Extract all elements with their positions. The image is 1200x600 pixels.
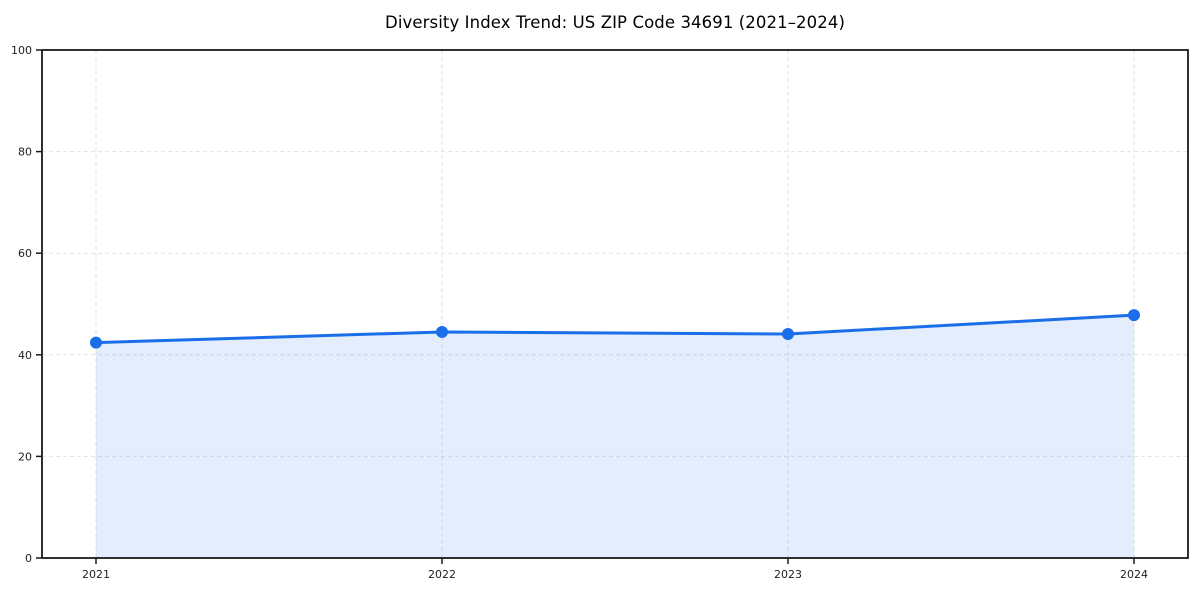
chart-title: Diversity Index Trend: US ZIP Code 34691… bbox=[385, 13, 845, 32]
y-axis-tick-label: 0 bbox=[25, 552, 32, 565]
data-point-2021 bbox=[90, 336, 102, 349]
data-point-2022 bbox=[436, 325, 448, 338]
y-axis-tick-label: 100 bbox=[11, 44, 32, 57]
x-axis-tick-label: 2022 bbox=[428, 568, 456, 581]
data-point-2023 bbox=[782, 327, 794, 340]
x-axis-tick-label: 2023 bbox=[774, 568, 802, 581]
x-axis-tick-label: 2024 bbox=[1120, 568, 1148, 581]
axes-frame bbox=[41, 49, 1189, 559]
trend-line bbox=[94, 313, 1136, 345]
area-fill bbox=[96, 315, 1134, 558]
y-axis-tick-label: 20 bbox=[18, 450, 32, 463]
x-axis-tick-label: 2021 bbox=[82, 568, 110, 581]
y-axis-tick-label: 80 bbox=[18, 146, 32, 159]
y-axis-tick-label: 40 bbox=[18, 349, 32, 362]
y-axis-tick-label: 60 bbox=[18, 247, 32, 260]
data-point-2024 bbox=[1128, 309, 1140, 322]
